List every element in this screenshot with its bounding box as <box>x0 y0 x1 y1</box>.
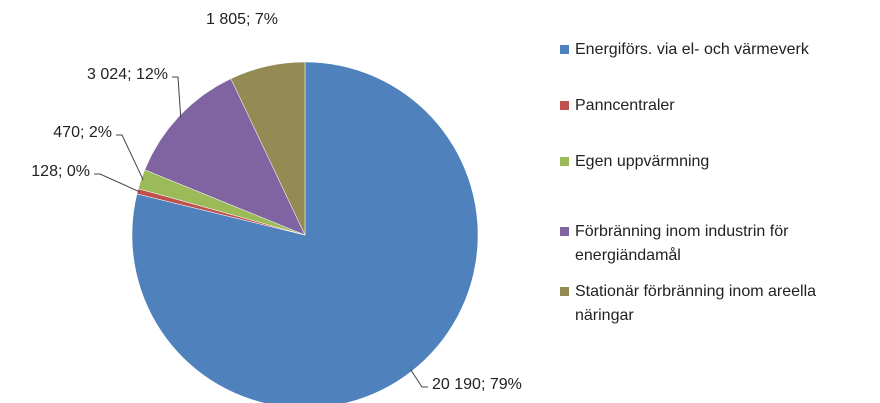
data-label: 1 805; 7% <box>206 11 278 28</box>
data-label: 20 190; 79% <box>432 376 522 393</box>
pie-slice <box>144 78 306 236</box>
legend-swatch <box>560 287 569 296</box>
data-label: 470; 2% <box>53 124 112 141</box>
legend-item: Panncentraler <box>560 94 865 118</box>
legend-swatch <box>560 157 569 166</box>
legend-item: Stationär förbränning inom areella närin… <box>560 280 865 328</box>
legend-swatch <box>560 101 569 110</box>
legend-label: Panncentraler <box>575 97 675 114</box>
data-label: 3 024; 12% <box>87 66 168 83</box>
legend-item: Förbränning inom industrin för energiänd… <box>560 220 865 268</box>
legend-item: Egen uppvärmning <box>560 150 865 174</box>
leader-line <box>116 134 144 181</box>
legend-swatch <box>560 45 569 54</box>
legend-item: Energiförs. via el- och värmeverk <box>560 38 865 62</box>
leader-line <box>94 173 140 193</box>
legend-label: Förbränning inom industrin för energiänd… <box>575 223 789 264</box>
legend-label: Egen uppvärmning <box>575 153 710 170</box>
legend-label: Stationär förbränning inom areella närin… <box>575 283 817 324</box>
legend-swatch <box>560 227 569 236</box>
data-label: 128; 0% <box>31 163 90 180</box>
leader-line <box>410 369 428 388</box>
legend-label: Energiförs. via el- och värmeverk <box>575 41 809 58</box>
leader-line <box>172 76 182 118</box>
pie-slice <box>230 61 306 236</box>
